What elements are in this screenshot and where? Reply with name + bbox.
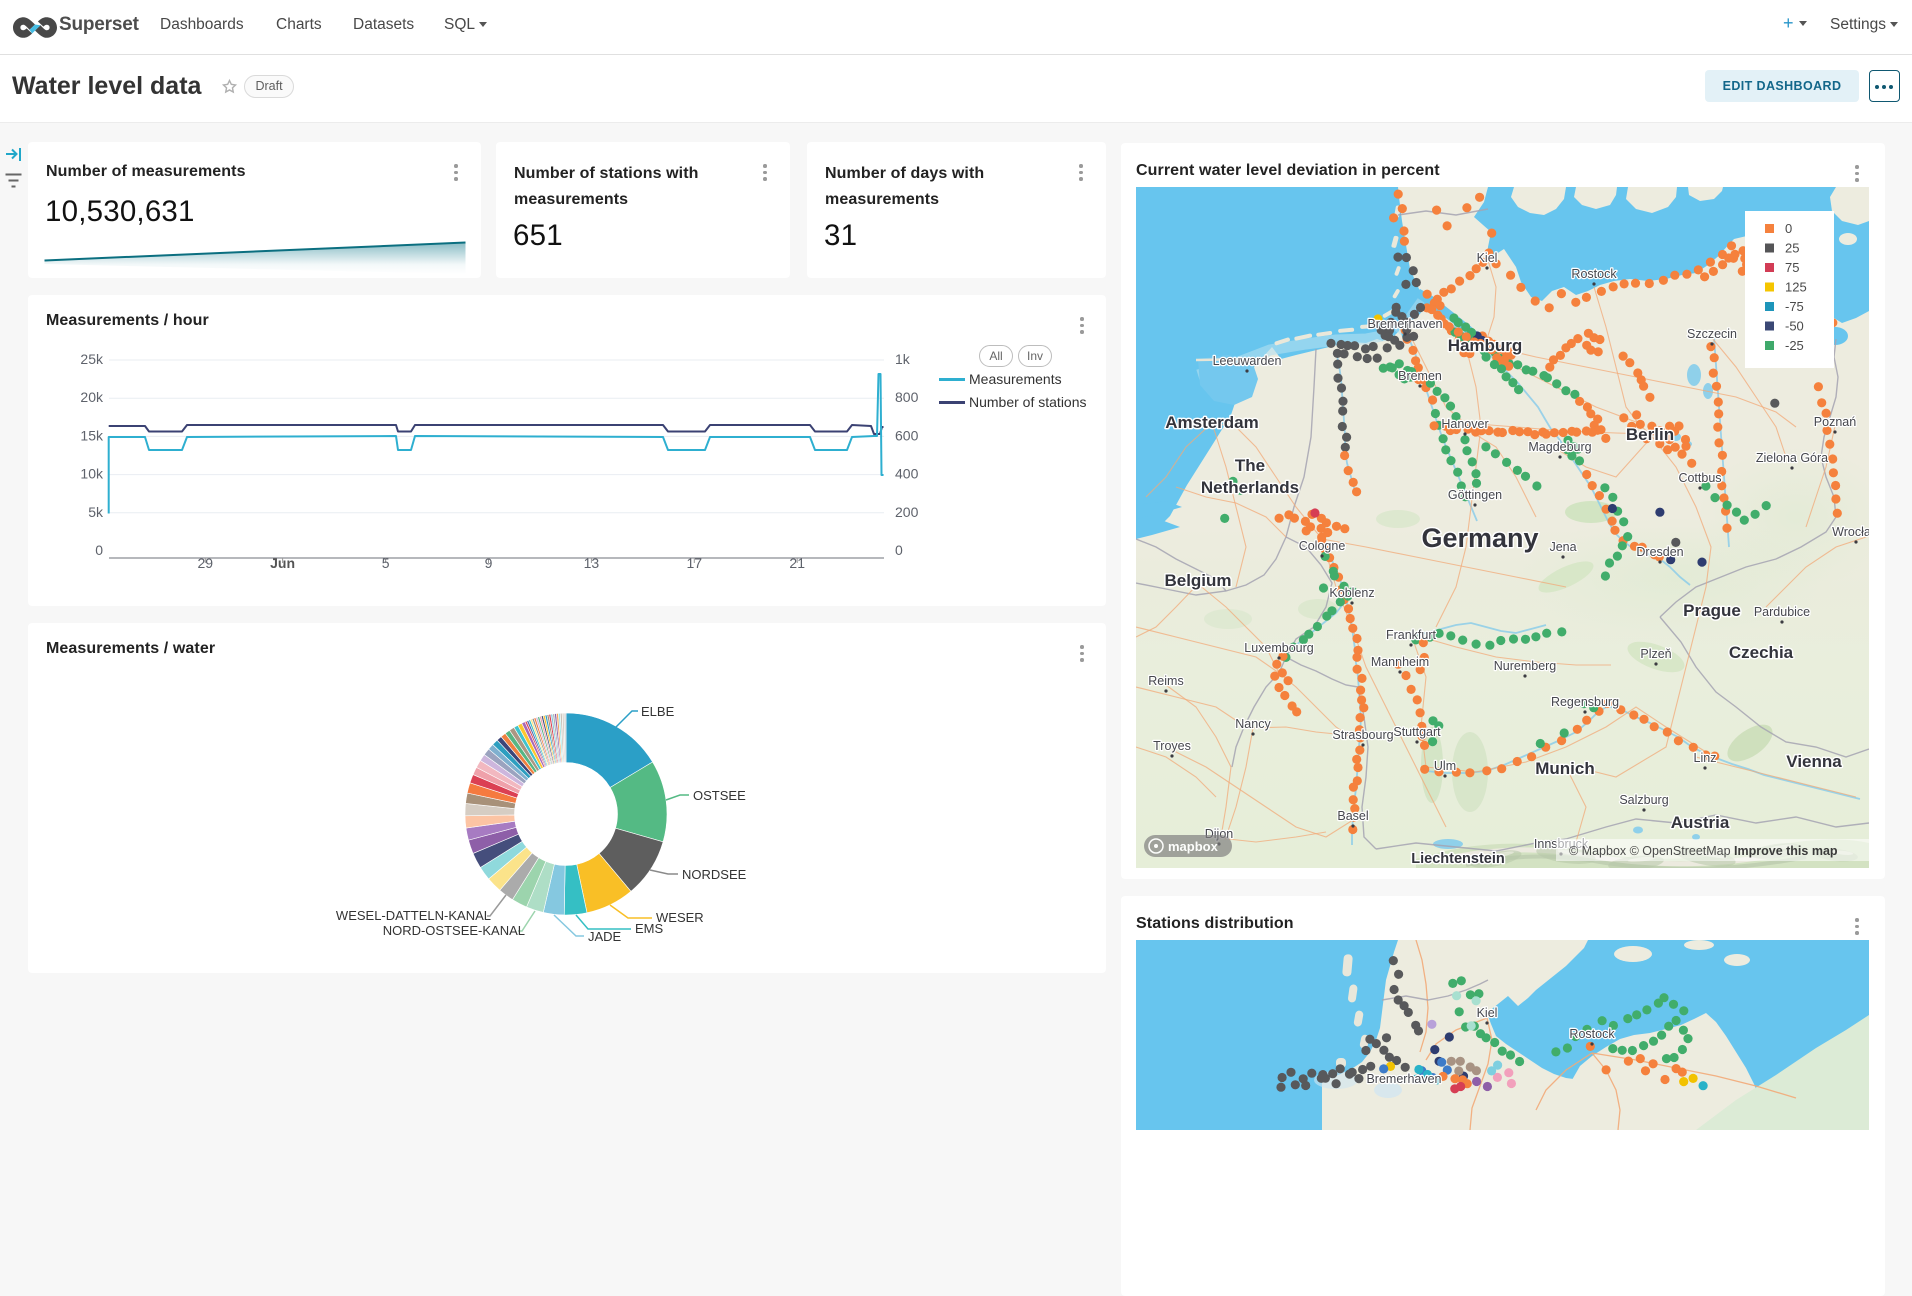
svg-text:Zielona Góra: Zielona Góra [1756,451,1828,465]
svg-text:Jun: Jun [270,555,295,571]
svg-text:10k: 10k [80,466,104,482]
svg-text:Plzeň: Plzeň [1640,647,1671,661]
svg-text:Kiel: Kiel [1477,1006,1498,1020]
svg-text:21: 21 [789,555,805,571]
svg-text:0: 0 [895,542,903,558]
svg-text:Czechia: Czechia [1729,643,1794,662]
svg-text:25k: 25k [80,351,104,367]
svg-text:75: 75 [1785,260,1799,275]
svg-text:-75: -75 [1785,299,1804,314]
svg-text:Hamburg: Hamburg [1448,336,1523,355]
svg-text:200: 200 [895,504,919,520]
svg-text:Mannheim: Mannheim [1371,655,1429,669]
svg-text:Austria: Austria [1671,813,1730,832]
svg-text:Pardubice: Pardubice [1754,605,1810,619]
svg-text:Dresden: Dresden [1636,545,1683,559]
svg-text:Luxembourg: Luxembourg [1244,641,1314,655]
svg-text:17: 17 [687,555,703,571]
svg-text:OSTSEE: OSTSEE [693,788,746,803]
svg-text:400: 400 [895,466,919,482]
svg-text:Nuremberg: Nuremberg [1494,659,1557,673]
svg-text:Magdeburg: Magdeburg [1528,440,1591,454]
svg-text:Basel: Basel [1337,809,1368,823]
svg-text:Göttingen: Göttingen [1448,488,1502,502]
svg-text:20k: 20k [80,389,104,405]
svg-text:Salzburg: Salzburg [1619,793,1668,807]
svg-text:Nancy: Nancy [1235,717,1271,731]
svg-text:Ulm: Ulm [1434,759,1456,773]
svg-text:25: 25 [1785,241,1799,256]
svg-text:Amsterdam: Amsterdam [1165,413,1259,432]
svg-text:5k: 5k [88,504,104,520]
svg-text:Bremerhaven: Bremerhaven [1367,317,1442,331]
svg-text:800: 800 [895,389,919,405]
svg-text:5: 5 [382,555,390,571]
svg-text:Berlin: Berlin [1626,425,1674,444]
svg-text:Belgium: Belgium [1164,571,1231,590]
svg-text:Stuttgart: Stuttgart [1393,725,1441,739]
svg-text:Poznań: Poznań [1814,415,1856,429]
svg-text:13: 13 [584,555,600,571]
svg-text:NORD-OSTSEE-KANAL: NORD-OSTSEE-KANAL [383,923,525,938]
svg-text:WESER: WESER [656,910,704,925]
svg-text:Kiel: Kiel [1477,251,1498,265]
svg-text:Reims: Reims [1148,674,1183,688]
svg-text:15k: 15k [80,427,104,443]
svg-text:Koblenz: Koblenz [1329,586,1374,600]
svg-text:29: 29 [198,555,214,571]
svg-text:600: 600 [895,427,919,443]
svg-text:The: The [1235,456,1265,475]
svg-text:Frankfurt: Frankfurt [1386,628,1437,642]
svg-text:Rostock: Rostock [1571,267,1617,281]
svg-text:1k: 1k [895,351,911,367]
svg-text:Cologne: Cologne [1299,539,1346,553]
svg-text:NORDSEE: NORDSEE [682,867,747,882]
svg-text:Prague: Prague [1683,601,1741,620]
svg-text:Liechtenstein: Liechtenstein [1411,851,1504,867]
svg-text:JADE: JADE [588,929,622,944]
svg-text:Netherlands: Netherlands [1201,478,1299,497]
svg-text:0: 0 [1785,221,1792,236]
svg-text:Bremen: Bremen [1398,369,1442,383]
svg-text:Cottbus: Cottbus [1678,471,1721,485]
svg-text:-25: -25 [1785,338,1804,353]
svg-text:Vienna: Vienna [1786,752,1842,771]
svg-text:© Mapbox © OpenStreetMap Impro: © Mapbox © OpenStreetMap Improve this ma… [1569,844,1838,858]
svg-text:9: 9 [485,555,493,571]
svg-text:Leeuwarden: Leeuwarden [1213,354,1282,368]
svg-text:Rostock: Rostock [1569,1027,1615,1041]
svg-text:125: 125 [1785,280,1807,295]
svg-text:Germany: Germany [1421,523,1538,553]
svg-text:WESEL-DATTELN-KANAL: WESEL-DATTELN-KANAL [336,908,491,923]
svg-text:EMS: EMS [635,921,664,936]
svg-text:Hanover: Hanover [1441,417,1488,431]
svg-text:-50: -50 [1785,319,1804,334]
svg-text:Troyes: Troyes [1153,739,1191,753]
svg-text:Linz: Linz [1694,751,1717,765]
svg-text:Szczecin: Szczecin [1687,327,1737,341]
svg-text:Wrocław: Wrocław [1832,525,1869,539]
svg-text:ELBE: ELBE [641,704,675,719]
svg-text:Strasbourg: Strasbourg [1332,728,1393,742]
svg-text:Munich: Munich [1535,759,1595,778]
svg-text:mapbox: mapbox [1168,839,1219,854]
svg-text:Bremerhaven: Bremerhaven [1366,1072,1441,1086]
svg-text:Jena: Jena [1549,540,1576,554]
svg-text:0: 0 [95,542,103,558]
svg-text:Regensburg: Regensburg [1551,695,1619,709]
